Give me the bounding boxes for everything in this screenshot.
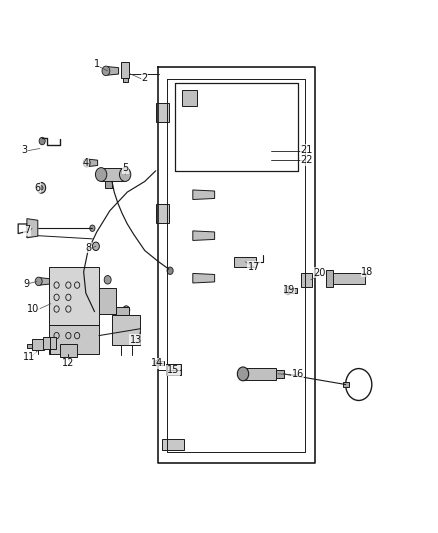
Polygon shape xyxy=(121,62,129,78)
Polygon shape xyxy=(193,273,215,283)
Polygon shape xyxy=(158,361,164,366)
Circle shape xyxy=(167,267,173,274)
Polygon shape xyxy=(112,316,141,345)
Polygon shape xyxy=(193,231,215,240)
Text: 9: 9 xyxy=(24,279,30,288)
Text: 20: 20 xyxy=(313,268,325,278)
Polygon shape xyxy=(49,325,99,354)
Circle shape xyxy=(37,182,46,193)
Circle shape xyxy=(237,367,249,381)
Polygon shape xyxy=(330,273,365,284)
Polygon shape xyxy=(99,288,117,314)
Polygon shape xyxy=(117,308,130,316)
Polygon shape xyxy=(101,168,125,181)
Text: 19: 19 xyxy=(283,286,295,295)
Polygon shape xyxy=(124,78,128,82)
Circle shape xyxy=(104,276,111,284)
Circle shape xyxy=(123,306,130,314)
Polygon shape xyxy=(301,273,312,287)
Text: 4: 4 xyxy=(83,158,89,168)
Circle shape xyxy=(90,225,95,231)
Circle shape xyxy=(92,242,99,251)
Polygon shape xyxy=(182,90,197,106)
Polygon shape xyxy=(32,339,44,351)
Polygon shape xyxy=(343,382,349,386)
Text: 17: 17 xyxy=(248,262,260,271)
Circle shape xyxy=(35,277,42,286)
Text: 22: 22 xyxy=(300,155,313,165)
Polygon shape xyxy=(105,181,112,188)
Polygon shape xyxy=(155,204,169,223)
Polygon shape xyxy=(27,344,32,349)
Polygon shape xyxy=(326,270,332,287)
Circle shape xyxy=(285,286,291,295)
Text: 11: 11 xyxy=(23,352,35,362)
Circle shape xyxy=(154,361,158,366)
Text: 8: 8 xyxy=(85,243,91,253)
Text: 7: 7 xyxy=(24,225,30,236)
Text: 1: 1 xyxy=(94,60,100,69)
Polygon shape xyxy=(108,67,119,75)
Polygon shape xyxy=(88,159,98,166)
Polygon shape xyxy=(162,439,184,450)
Text: 21: 21 xyxy=(300,144,312,155)
Text: 15: 15 xyxy=(167,365,179,375)
Text: 14: 14 xyxy=(151,358,163,368)
Circle shape xyxy=(120,167,131,181)
Polygon shape xyxy=(40,278,49,285)
Polygon shape xyxy=(60,344,77,357)
Text: 12: 12 xyxy=(62,358,74,368)
Text: 6: 6 xyxy=(35,183,41,193)
Text: 3: 3 xyxy=(21,144,28,155)
Text: 2: 2 xyxy=(141,73,148,83)
Text: 5: 5 xyxy=(122,163,128,173)
Polygon shape xyxy=(43,337,56,349)
Polygon shape xyxy=(288,288,297,293)
Polygon shape xyxy=(155,103,169,122)
Circle shape xyxy=(83,159,90,167)
Circle shape xyxy=(95,167,107,181)
Polygon shape xyxy=(166,364,181,375)
Circle shape xyxy=(102,66,110,76)
Text: 10: 10 xyxy=(27,304,39,314)
Circle shape xyxy=(39,185,43,190)
Text: 16: 16 xyxy=(291,369,304,379)
Circle shape xyxy=(39,138,45,145)
Text: 18: 18 xyxy=(361,267,374,277)
Polygon shape xyxy=(234,257,256,266)
Polygon shape xyxy=(49,266,99,325)
Polygon shape xyxy=(193,190,215,199)
Polygon shape xyxy=(27,219,38,238)
Text: 13: 13 xyxy=(130,335,142,345)
Polygon shape xyxy=(276,370,284,377)
Polygon shape xyxy=(243,368,276,380)
